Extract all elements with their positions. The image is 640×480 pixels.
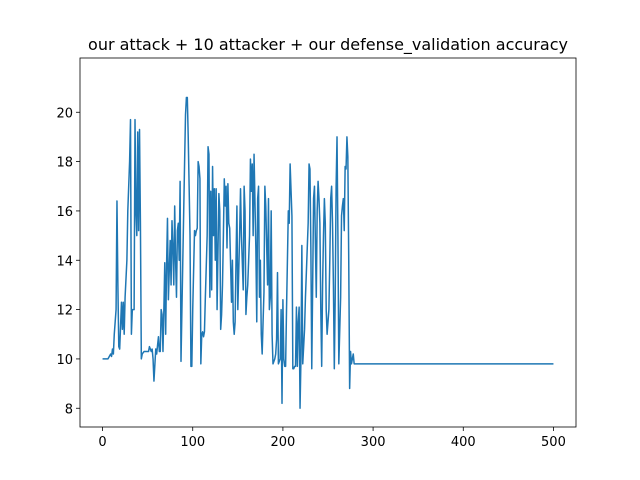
plot-frame: [79, 57, 577, 428]
x-tick-label: 0: [98, 435, 106, 450]
chart-title: our attack + 10 attacker + our defense_v…: [88, 35, 568, 55]
x-tick-label: 100: [180, 435, 205, 450]
x-tick-label: 400: [451, 435, 476, 450]
x-tick-label: 300: [361, 435, 386, 450]
y-tick-label: 20: [56, 106, 73, 121]
y-tick-label: 12: [56, 304, 73, 319]
data-line: [102, 96, 554, 409]
x-tick-label: 200: [270, 435, 295, 450]
y-tick-label: 16: [56, 205, 73, 220]
y-tick-label: 18: [56, 156, 73, 171]
x-tick-label: 500: [541, 435, 566, 450]
y-tick-label: 14: [56, 254, 73, 269]
y-tick-label: 10: [56, 353, 73, 368]
y-tick-label: 8: [65, 402, 73, 417]
